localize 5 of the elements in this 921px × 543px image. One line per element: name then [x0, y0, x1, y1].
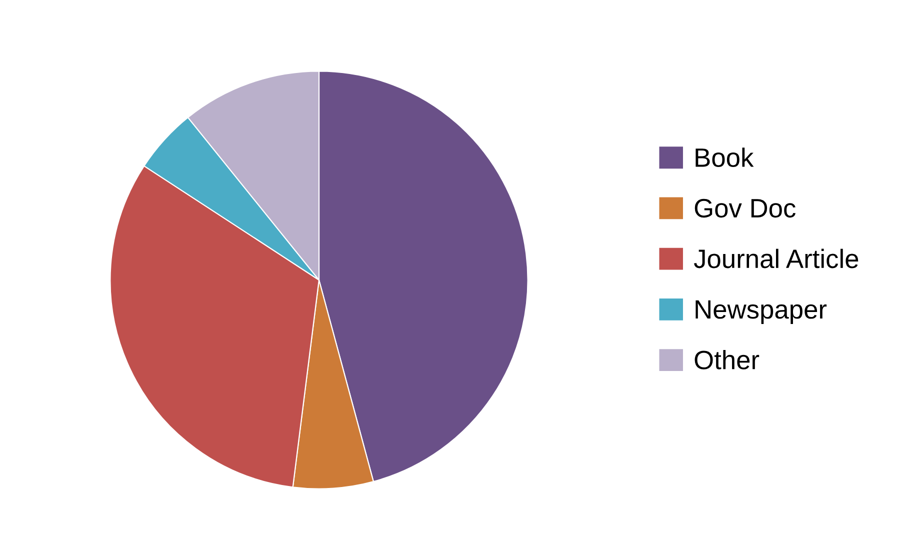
legend-label: Other	[694, 350, 760, 370]
legend-label: Book	[696, 148, 754, 167]
legend-label: Gov Doc	[694, 198, 796, 218]
legend-label: Journal Article	[694, 248, 858, 268]
legend-label: Newspaper	[696, 300, 827, 324]
